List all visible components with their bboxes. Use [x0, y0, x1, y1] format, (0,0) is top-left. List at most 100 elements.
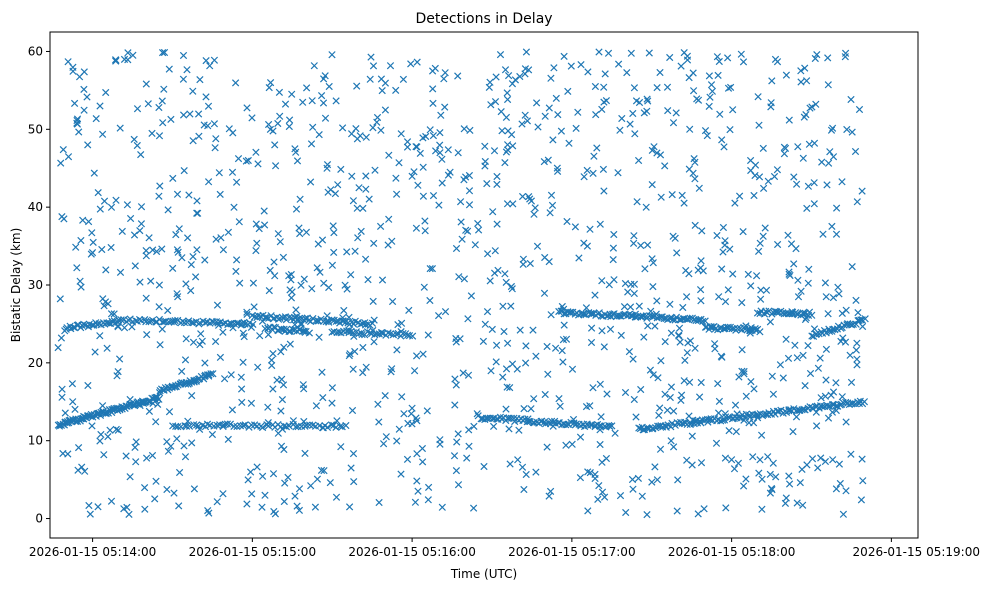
data-point: [684, 315, 692, 323]
data-point: [552, 94, 560, 103]
data-point: [341, 281, 349, 289]
data-point: [849, 320, 857, 329]
data-point: [374, 400, 382, 408]
data-point: [279, 381, 288, 389]
data-point: [103, 344, 111, 352]
data-point: [522, 48, 531, 56]
data-point: [281, 479, 289, 487]
data-point: [328, 51, 336, 59]
data-point: [463, 454, 471, 462]
data-point: [590, 152, 598, 160]
data-point: [587, 324, 596, 332]
data-point: [230, 422, 238, 431]
data-point: [680, 199, 688, 207]
data-point: [853, 355, 861, 363]
data-point: [312, 317, 320, 325]
data-point: [410, 168, 418, 176]
data-point: [847, 95, 855, 104]
data-point: [455, 273, 463, 281]
data-point: [602, 454, 611, 463]
data-point: [822, 376, 830, 384]
data-point: [403, 143, 412, 151]
data-point: [812, 100, 820, 108]
data-point: [247, 421, 256, 429]
data-point: [491, 97, 500, 106]
data-point: [188, 391, 196, 400]
data-point: [120, 505, 128, 513]
data-point: [393, 346, 401, 354]
data-point: [274, 119, 282, 128]
data-point: [839, 334, 847, 342]
data-point: [187, 286, 195, 295]
data-point: [159, 119, 167, 127]
data-point: [804, 341, 812, 350]
data-point: [285, 116, 294, 124]
data-point: [452, 466, 461, 475]
data-point: [81, 467, 89, 475]
data-point: [252, 220, 260, 228]
data-point: [597, 413, 605, 421]
data-point: [853, 361, 861, 369]
data-point: [547, 311, 555, 319]
data-point: [102, 266, 110, 274]
data-point: [174, 422, 182, 431]
data-point: [835, 290, 843, 298]
data-point: [359, 343, 367, 352]
data-point: [212, 135, 220, 143]
data-point: [130, 135, 138, 144]
data-point: [801, 381, 809, 390]
data-point: [598, 488, 607, 496]
data-point: [107, 310, 116, 318]
data-point: [553, 167, 562, 176]
data-point: [829, 400, 837, 409]
data-point: [839, 510, 848, 518]
data-point: [112, 425, 120, 434]
data-point: [695, 393, 704, 401]
data-point: [308, 97, 316, 105]
data-point: [583, 166, 591, 175]
data-point: [321, 114, 330, 122]
data-point: [851, 147, 860, 156]
data-point: [292, 306, 300, 314]
data-point: [509, 200, 517, 208]
data-point: [107, 497, 116, 505]
data-point: [94, 503, 102, 511]
data-point: [805, 265, 813, 273]
data-point: [789, 427, 797, 436]
data-point: [179, 111, 188, 119]
data-point: [358, 330, 366, 339]
data-point: [764, 453, 772, 461]
data-point: [413, 477, 421, 485]
data-point: [403, 138, 412, 146]
data-point: [572, 420, 581, 428]
x-tick-label: 2026-01-15 05:17:00: [508, 545, 635, 559]
data-point: [160, 48, 169, 57]
data-point: [629, 239, 638, 248]
data-point: [715, 57, 723, 66]
data-point: [185, 191, 193, 199]
data-point: [69, 398, 77, 406]
data-point: [747, 282, 755, 290]
data-point: [408, 172, 416, 180]
data-point: [223, 420, 232, 428]
data-point: [673, 249, 681, 257]
data-point: [250, 303, 258, 311]
data-point: [571, 223, 580, 231]
data-point: [281, 100, 290, 108]
data-point: [155, 281, 164, 289]
data-point: [451, 375, 459, 383]
data-point: [848, 128, 856, 136]
data-point: [481, 142, 489, 150]
data-point: [780, 150, 789, 158]
data-point: [213, 421, 221, 430]
data-point: [155, 192, 163, 200]
data-point: [328, 399, 336, 407]
data-point: [620, 302, 629, 311]
data-point: [707, 81, 716, 89]
data-point: [148, 451, 157, 460]
data-point: [649, 424, 657, 432]
data-point: [738, 346, 746, 354]
data-point: [70, 99, 79, 108]
data-point: [186, 110, 194, 118]
data-point: [342, 421, 350, 430]
